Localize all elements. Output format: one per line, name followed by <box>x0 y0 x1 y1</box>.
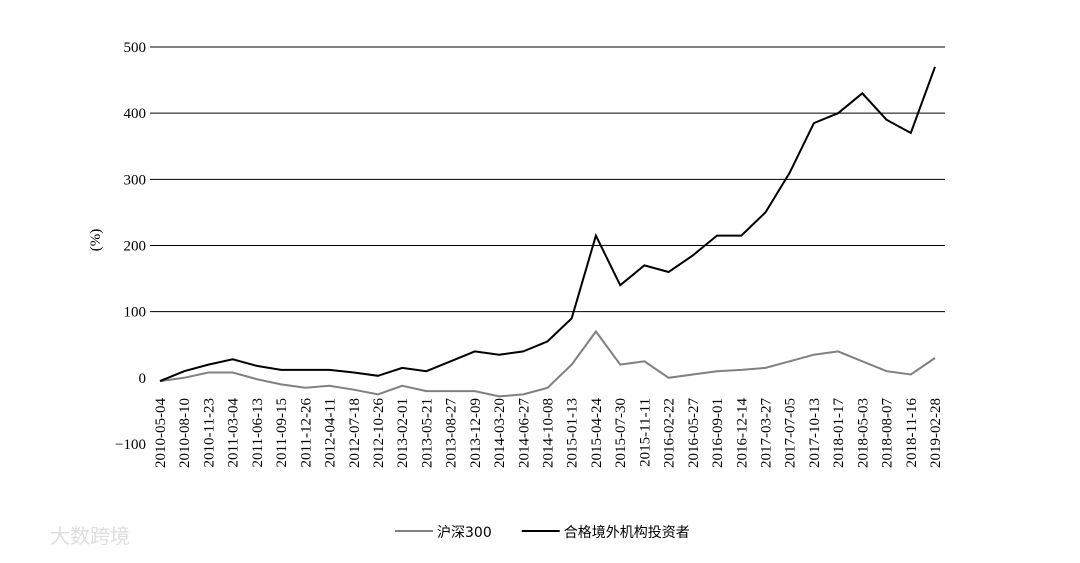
x-tick-label: 2015-04-24 <box>589 398 605 468</box>
x-tick-label: 2016-12-14 <box>734 398 750 468</box>
x-tick-label: 2018-11-16 <box>904 398 920 468</box>
x-tick-label: 2015-11-11 <box>637 398 653 467</box>
x-tick-label: 2017-03-27 <box>758 398 774 468</box>
y-tick-label: 0 <box>139 371 147 387</box>
x-tick-label: 2011-03-04 <box>226 398 242 468</box>
y-tick-label: 500 <box>124 40 147 56</box>
x-tick-label: 2018-01-17 <box>831 398 847 468</box>
x-tick-label: 2019-02-28 <box>928 398 944 468</box>
x-tick-label: 2010-11-23 <box>201 398 217 467</box>
x-tick-label: 2011-12-26 <box>298 398 314 468</box>
x-tick-label: 2013-08-27 <box>444 398 460 468</box>
x-tick-label: 2011-09-15 <box>274 398 290 467</box>
x-tick-label: 2010-08-10 <box>177 398 193 468</box>
y-tick-label: −100 <box>115 437 146 453</box>
legend-label: 沪深300 <box>437 525 492 541</box>
x-tick-label: 2016-09-01 <box>710 398 726 468</box>
x-tick-label: 2016-05-27 <box>686 398 702 468</box>
x-tick-label: 2014-10-08 <box>541 398 557 468</box>
series-line <box>159 329 936 398</box>
series-line <box>159 66 936 383</box>
x-tick-label: 2014-03-20 <box>492 398 508 468</box>
x-tick-label: 2012-04-11 <box>323 398 339 467</box>
y-tick-label: 100 <box>124 305 147 321</box>
x-tick-label: 2014-06-27 <box>516 398 532 468</box>
legend-label: 合格境外机构投资者 <box>564 525 690 541</box>
y-tick-label: 300 <box>124 172 147 188</box>
x-tick-label: 2012-10-26 <box>371 398 387 468</box>
x-tick-label: 2016-02-22 <box>662 398 678 468</box>
watermark: 大数跨境 <box>50 524 130 548</box>
x-tick-label: 2013-02-01 <box>395 398 411 468</box>
y-tick-label: 200 <box>124 239 147 255</box>
x-tick-label: 2012-07-18 <box>347 398 363 468</box>
x-tick-label: 2013-12-09 <box>468 398 484 468</box>
x-tick-label: 2010-05-04 <box>153 398 169 468</box>
x-tick-label: 2018-08-07 <box>880 398 896 468</box>
x-tick-label: 2017-10-13 <box>807 398 823 468</box>
x-tick-label: 2011-06-13 <box>250 398 266 467</box>
y-axis-label: (%) <box>88 229 104 252</box>
x-tick-label: 2017-07-05 <box>783 398 799 468</box>
x-tick-label: 2013-05-21 <box>419 398 435 468</box>
x-tick-label: 2015-07-30 <box>613 398 629 468</box>
x-tick-label: 2018-05-03 <box>855 398 871 468</box>
y-tick-label: 400 <box>124 106 147 122</box>
x-tick-label: 2015-01-13 <box>565 398 581 468</box>
